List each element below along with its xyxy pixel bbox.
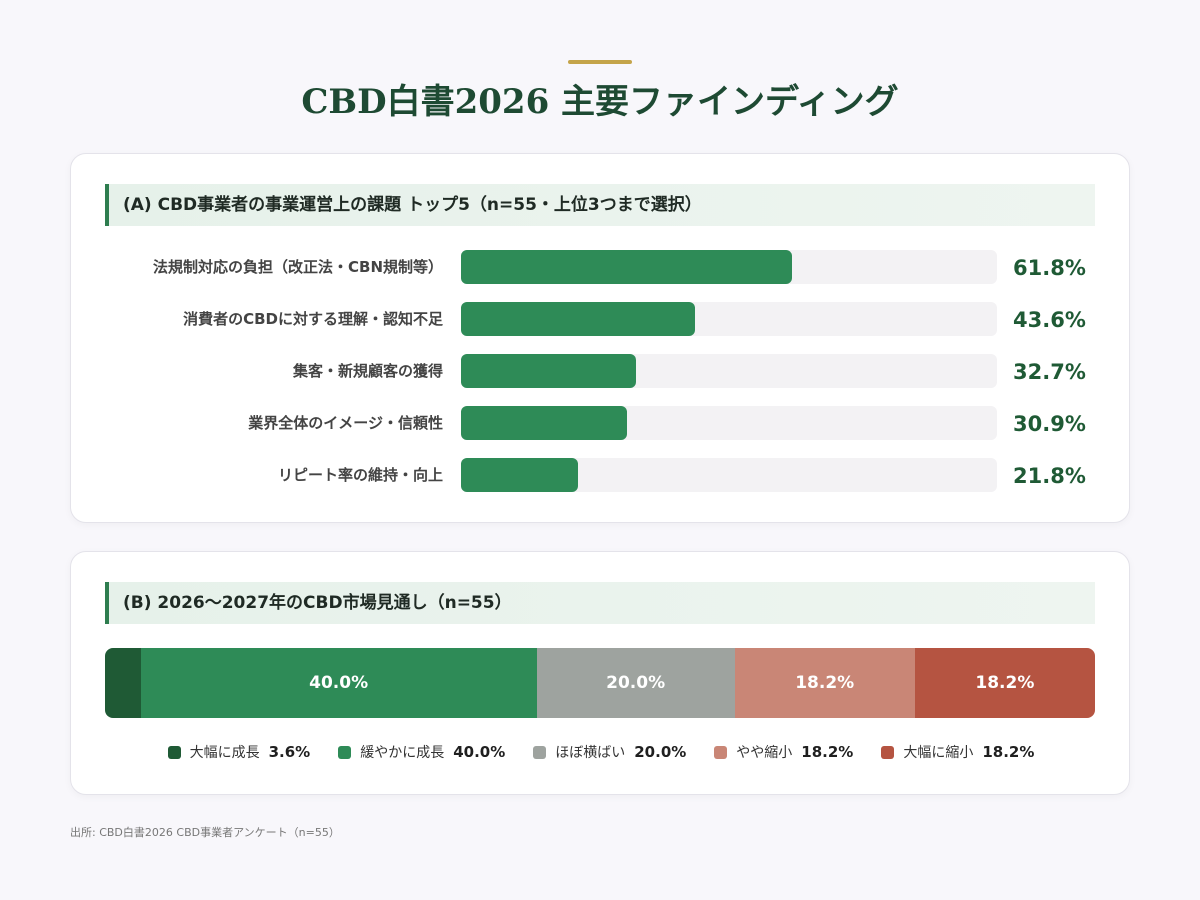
bar-category-label: 集客・新規顧客の獲得 <box>292 362 443 380</box>
legend-item: 大幅に縮小 18.2% <box>881 742 1034 762</box>
bar-value-label: 61.8% <box>1013 256 1086 280</box>
bar <box>461 302 695 336</box>
bar-row: 業界全体のイメージ・信頼性 30.9% <box>71 406 1131 440</box>
legend-value: 18.2% <box>801 743 854 761</box>
bar <box>461 458 578 492</box>
legend-value: 20.0% <box>634 743 687 761</box>
outlook-card: (B) 2026〜2027年のCBD市場見通し（n=55） 40.0% 20.0%… <box>70 551 1130 795</box>
legend-label: 大幅に縮小 <box>903 745 974 761</box>
legend-label: ほぼ横ばい <box>555 745 626 761</box>
legend-label: やや縮小 <box>736 745 793 761</box>
outlook-section-title: (B) 2026〜2027年のCBD市場見通し（n=55） <box>105 582 1095 624</box>
legend-value: 18.2% <box>982 743 1035 761</box>
bar <box>461 354 637 388</box>
legend-item: やや縮小 18.2% <box>714 742 853 762</box>
legend-item: 緩やかに成長 40.0% <box>338 742 505 762</box>
bar-track <box>461 354 997 388</box>
bar-track <box>461 302 997 336</box>
legend-swatch <box>714 745 728 759</box>
stack-segment <box>105 648 141 718</box>
title-accent-rule <box>568 60 632 64</box>
legend-item: 大幅に成長 3.6% <box>167 742 311 762</box>
stack-segment: 18.2% <box>734 648 915 718</box>
outlook-legend: 大幅に成長 3.6% 緩やかに成長 40.0% ほぼ横ばい 20.0% やや縮小 18.2% 大… <box>71 742 1131 762</box>
legend-swatch <box>881 745 895 759</box>
bar <box>461 406 627 440</box>
bar-value-label: 43.6% <box>1013 308 1086 332</box>
outlook-stacked-bar: 40.0% 20.0% 18.2% 18.2% <box>105 648 1095 718</box>
stack-segment: 20.0% <box>536 648 735 718</box>
bar-category-label: 消費者のCBDに対する理解・認知不足 <box>183 310 443 328</box>
bar-track <box>461 250 997 284</box>
challenges-card: (A) CBD事業者の事業運営上の課題 トップ5（n=55・上位3つまで選択） … <box>70 153 1130 523</box>
bar <box>461 250 793 284</box>
bar-row: リピート率の維持・向上 21.8% <box>71 458 1131 492</box>
bar-row: 法規制対応の負担（改正法・CBN規制等） 61.8% <box>71 250 1131 284</box>
legend-label: 緩やかに成長 <box>360 745 445 761</box>
legend-swatch <box>533 745 547 759</box>
bar-category-label: リピート率の維持・向上 <box>277 466 443 484</box>
page-title: CBD白書2026 主要ファインディング <box>301 82 899 122</box>
bar-value-label: 30.9% <box>1013 412 1086 436</box>
legend-swatch <box>167 745 181 759</box>
source-note: 出所: CBD白書2026 CBD事業者アンケート（n=55） <box>70 826 340 839</box>
bar-track <box>461 458 997 492</box>
bar-row: 消費者のCBDに対する理解・認知不足 43.6% <box>71 302 1131 336</box>
bar-track <box>461 406 997 440</box>
bar-category-label: 業界全体のイメージ・信頼性 <box>248 414 443 432</box>
legend-value: 3.6% <box>268 743 311 761</box>
stack-segment: 40.0% <box>140 648 537 718</box>
legend-value: 40.0% <box>453 743 506 761</box>
legend-item: ほぼ横ばい 20.0% <box>533 742 686 762</box>
bar-category-label: 法規制対応の負担（改正法・CBN規制等） <box>153 258 443 276</box>
stack-segment: 18.2% <box>914 648 1095 718</box>
legend-swatch <box>338 745 352 759</box>
challenges-section-title: (A) CBD事業者の事業運営上の課題 トップ5（n=55・上位3つまで選択） <box>105 184 1095 226</box>
bar-value-label: 32.7% <box>1013 360 1086 384</box>
bar-row: 集客・新規顧客の獲得 32.7% <box>71 354 1131 388</box>
legend-label: 大幅に成長 <box>189 745 260 761</box>
bar-value-label: 21.8% <box>1013 464 1086 488</box>
